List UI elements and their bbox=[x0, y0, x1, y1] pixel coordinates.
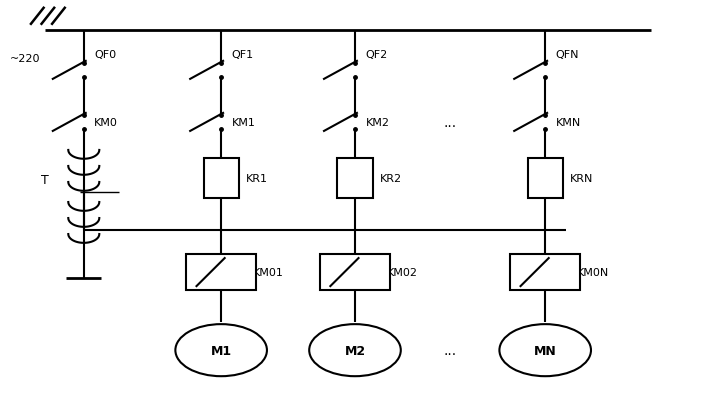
Bar bbox=[528, 159, 563, 198]
Text: KR2: KR2 bbox=[380, 174, 402, 183]
Text: KMN: KMN bbox=[556, 117, 581, 128]
Text: MN: MN bbox=[534, 344, 557, 357]
Text: KM01: KM01 bbox=[253, 267, 284, 277]
Bar bbox=[186, 254, 256, 290]
Text: ...: ... bbox=[444, 115, 457, 130]
Text: QF0: QF0 bbox=[94, 50, 116, 60]
Bar bbox=[337, 159, 373, 198]
Text: KM02: KM02 bbox=[387, 267, 417, 277]
Text: KM0N: KM0N bbox=[577, 267, 609, 277]
Text: QF1: QF1 bbox=[231, 50, 254, 60]
Text: T: T bbox=[41, 174, 49, 187]
Text: KM1: KM1 bbox=[231, 117, 256, 128]
Bar bbox=[204, 159, 239, 198]
Text: QFN: QFN bbox=[556, 50, 579, 60]
Text: QF2: QF2 bbox=[366, 50, 388, 60]
Text: KM2: KM2 bbox=[366, 117, 390, 128]
Text: M2: M2 bbox=[344, 344, 366, 357]
Text: KM0: KM0 bbox=[94, 117, 119, 128]
Text: KR1: KR1 bbox=[246, 174, 268, 183]
Text: ...: ... bbox=[444, 343, 457, 357]
Text: KRN: KRN bbox=[570, 174, 594, 183]
Bar bbox=[510, 254, 580, 290]
Text: ~220: ~220 bbox=[10, 54, 40, 64]
Text: M1: M1 bbox=[211, 344, 231, 357]
Bar bbox=[320, 254, 390, 290]
